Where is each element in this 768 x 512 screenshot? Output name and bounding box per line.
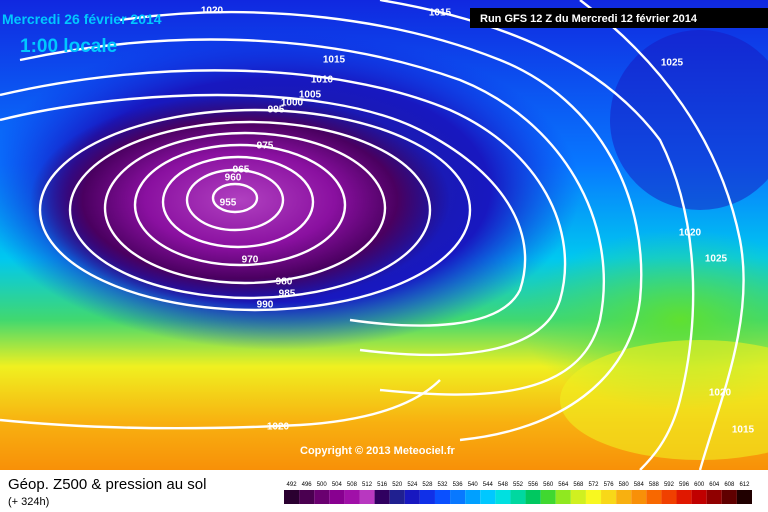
- legend-swatch: [676, 490, 692, 504]
- legend-swatch: [419, 490, 435, 504]
- legend-label: 552: [513, 482, 524, 488]
- legend-swatch: [404, 490, 420, 504]
- legend-swatch: [721, 490, 737, 504]
- legend-swatch: [736, 490, 752, 504]
- legend-swatch: [389, 490, 405, 504]
- legend-label: 596: [679, 482, 690, 488]
- isobar-label: 965: [233, 165, 250, 176]
- isobar-label: 955: [220, 198, 237, 209]
- legend-swatch: [434, 490, 451, 504]
- legend-label: 544: [483, 482, 494, 488]
- legend-label: 496: [302, 482, 313, 488]
- legend-label: 528: [422, 482, 433, 488]
- isobar-label: 1020: [679, 228, 702, 239]
- legend-swatch: [374, 490, 390, 504]
- isobar-label: 960: [225, 173, 242, 184]
- isobar-label: 970: [242, 255, 259, 266]
- legend-label: 548: [498, 482, 509, 488]
- legend-label: 516: [377, 482, 388, 488]
- isobar-label: 1020: [201, 6, 224, 17]
- isobar-label: 1015: [323, 55, 346, 66]
- legend-label: 576: [604, 482, 615, 488]
- legend-label: 524: [407, 482, 418, 488]
- isobar-label: 1025: [661, 58, 684, 69]
- legend-swatch: [570, 490, 586, 504]
- isobar-label: 1015: [732, 425, 755, 436]
- isobar-label: 990: [257, 300, 274, 311]
- isobar-label: 975: [257, 141, 274, 152]
- legend-label: 564: [558, 482, 569, 488]
- copyright: Copyright © 2013 Meteociel.fr: [300, 445, 456, 457]
- isobar-label: 985: [279, 289, 296, 300]
- legend-label: 600: [694, 482, 705, 488]
- legend-swatch: [299, 490, 315, 504]
- legend-swatch: [314, 490, 330, 504]
- legend-swatch: [706, 490, 722, 504]
- run-info: Run GFS 12 Z du Mercredi 12 février 2014: [480, 13, 698, 25]
- legend-swatch: [601, 490, 617, 504]
- legend-label: 556: [528, 482, 539, 488]
- legend-label: 504: [332, 482, 343, 488]
- legend-label: 612: [739, 482, 750, 488]
- run-box: [470, 8, 768, 28]
- isobar-label: 995: [268, 105, 285, 116]
- lead-time: (+ 324h): [8, 496, 49, 508]
- legend-swatch: [646, 490, 662, 504]
- isobar-label: 1010: [311, 75, 334, 86]
- legend-label: 604: [709, 482, 720, 488]
- legend-label: 536: [453, 482, 464, 488]
- isobar-label: 1025: [705, 254, 728, 265]
- legend-swatch: [510, 490, 526, 504]
- isobar-label: 1005: [299, 90, 322, 101]
- legend-label: 512: [362, 482, 373, 488]
- legend-swatch: [495, 490, 511, 504]
- legend-label: 568: [573, 482, 584, 488]
- isobar-label: 1000: [281, 98, 304, 109]
- legend-swatch: [465, 490, 481, 504]
- legend-swatch: [284, 490, 300, 504]
- isobar-label: 980: [276, 277, 293, 288]
- legend-swatch: [359, 490, 375, 504]
- legend-label: 584: [634, 482, 645, 488]
- legend-swatch: [525, 490, 541, 504]
- legend-label: 500: [317, 482, 328, 488]
- legend-swatch: [450, 490, 466, 504]
- legend-label: 508: [347, 482, 358, 488]
- legend-swatch: [585, 490, 602, 504]
- legend-label: 588: [649, 482, 660, 488]
- legend-swatch: [344, 490, 360, 504]
- local-time: 1:00 locale: [20, 36, 117, 57]
- legend-label: 572: [588, 482, 599, 488]
- date: Mercredi 26 février 2014: [2, 11, 162, 27]
- legend-swatch: [661, 490, 677, 504]
- isobar-label: 1015: [429, 8, 452, 19]
- isobars: [0, 0, 744, 470]
- legend-label: 560: [543, 482, 554, 488]
- legend-label: 580: [619, 482, 630, 488]
- legend-swatch: [329, 490, 345, 504]
- footer-title: Géop. Z500 & pression au sol: [8, 476, 206, 493]
- isobar-label: 1020: [267, 422, 290, 433]
- legend-label: 540: [468, 482, 479, 488]
- legend-swatch: [555, 490, 571, 504]
- legend-label: 592: [664, 482, 675, 488]
- legend-label: 520: [392, 482, 403, 488]
- isobar-label: 1020: [709, 388, 732, 399]
- legend-swatch: [480, 490, 496, 504]
- legend-swatch: [631, 490, 647, 504]
- legend-swatch: [540, 490, 556, 504]
- legend-swatch: [616, 490, 632, 504]
- legend-label: 532: [438, 482, 449, 488]
- legend-label: 608: [724, 482, 735, 488]
- legend-label: 492: [287, 482, 298, 488]
- legend-swatch: [691, 490, 707, 504]
